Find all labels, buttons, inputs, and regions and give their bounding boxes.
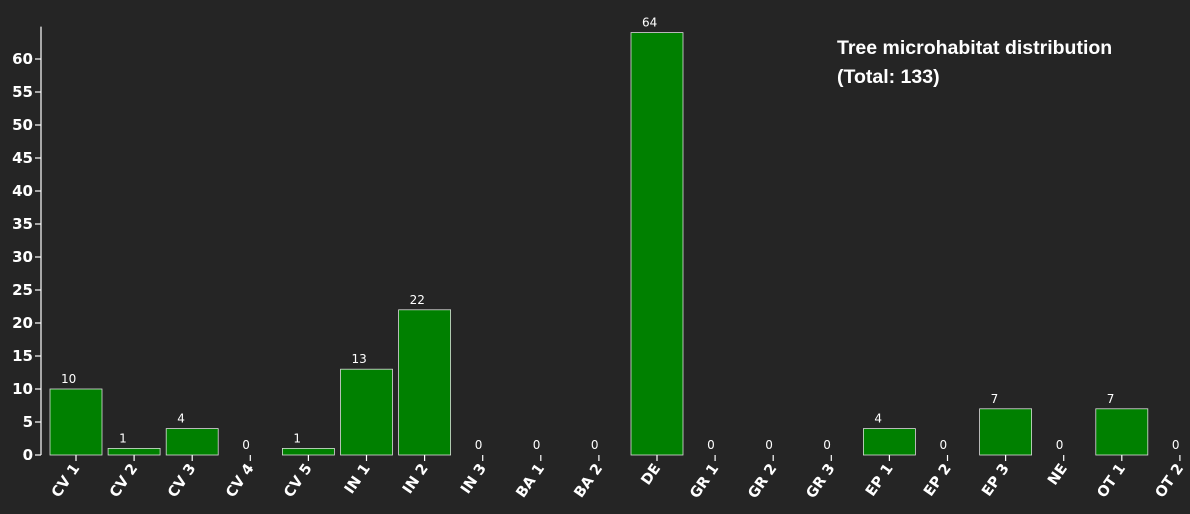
bar-value-label: 0: [533, 438, 541, 452]
x-tick-label: GR 2: [745, 461, 780, 501]
bar-value-label: 7: [1107, 392, 1115, 406]
y-tick-label: 50: [12, 116, 33, 134]
x-tick-label: EP 3: [979, 461, 1013, 499]
bar-value-label: 1: [293, 431, 301, 445]
bar: [165, 428, 219, 456]
y-tick-label: 45: [12, 149, 33, 167]
x-tick-label: BA 2: [572, 461, 607, 501]
chart-title-line-1: Tree microhabitat distribution: [837, 37, 1113, 59]
x-tick-label: CV 1: [49, 461, 83, 500]
bar-value-label: 10: [61, 372, 76, 386]
x-tick-label: NE: [1045, 461, 1071, 488]
bar: [863, 428, 916, 456]
y-tick-label: 35: [12, 215, 33, 233]
x-tick-label: IN 3: [458, 461, 490, 497]
y-tick-label: 20: [12, 314, 33, 332]
bar-value-label: 7: [991, 392, 999, 406]
x-tick-label: GR 3: [804, 461, 839, 501]
x-tick-label: DE: [639, 461, 665, 488]
x-tick-label: EP 1: [863, 461, 897, 499]
x-tick-label: IN 2: [400, 461, 432, 497]
bar-value-label: 1: [119, 431, 127, 445]
bar-value-label: 0: [765, 438, 773, 452]
bar-value-label: 0: [707, 438, 715, 452]
bar: [979, 408, 1032, 456]
x-tick-label: CV 3: [165, 461, 199, 500]
x-tick-label: BA 1: [514, 461, 549, 501]
bar: [49, 388, 103, 456]
axis-layer: [35, 26, 1181, 461]
bar: [281, 447, 335, 456]
y-tick-label: 40: [12, 182, 33, 200]
y-tick-label: 60: [12, 50, 33, 68]
x-tick-label: CV 2: [107, 461, 141, 500]
bar-value-label: 0: [475, 438, 483, 452]
bar-value-label: 0: [1056, 438, 1064, 452]
x-tick-label: CV 5: [281, 461, 315, 500]
y-tick-label: 0: [23, 446, 33, 464]
x-tick-label: OT 1: [1095, 461, 1130, 501]
bars-layer: [49, 32, 1149, 456]
y-tick-label: 15: [12, 347, 33, 365]
y-tick-label: 5: [23, 413, 33, 431]
y-tick-label: 10: [12, 380, 33, 398]
bar-value-label: 4: [874, 412, 882, 426]
bar: [1095, 408, 1149, 456]
bar-value-label: 0: [591, 438, 599, 452]
bar-value-label: 64: [642, 16, 657, 30]
bar-value-label: 0: [1172, 438, 1180, 452]
bar: [630, 32, 684, 456]
bar-value-label: 22: [410, 293, 425, 307]
x-tick-label: OT 2: [1153, 461, 1188, 501]
x-tick-label: CV 4: [223, 461, 257, 500]
bar-value-label: 0: [940, 438, 948, 452]
y-tick-label: 30: [12, 248, 33, 266]
y-tick-label: 25: [12, 281, 33, 299]
bar: [107, 447, 161, 456]
bar: [398, 309, 452, 456]
chart-title: Tree microhabitat distribution (Total: 1…: [837, 34, 1190, 92]
chart-title-line-2: (Total: 133): [837, 66, 940, 88]
bar-value-label: 13: [352, 352, 367, 366]
y-tick-label: 55: [12, 83, 33, 101]
x-tick-label: EP 2: [921, 461, 955, 499]
bar: [340, 368, 393, 456]
bar-value-label: 4: [177, 412, 185, 426]
bar-value-label: 0: [823, 438, 831, 452]
bar-value-label: 0: [242, 438, 250, 452]
x-tick-label: IN 1: [342, 461, 374, 497]
x-tick-label: GR 1: [687, 461, 722, 501]
